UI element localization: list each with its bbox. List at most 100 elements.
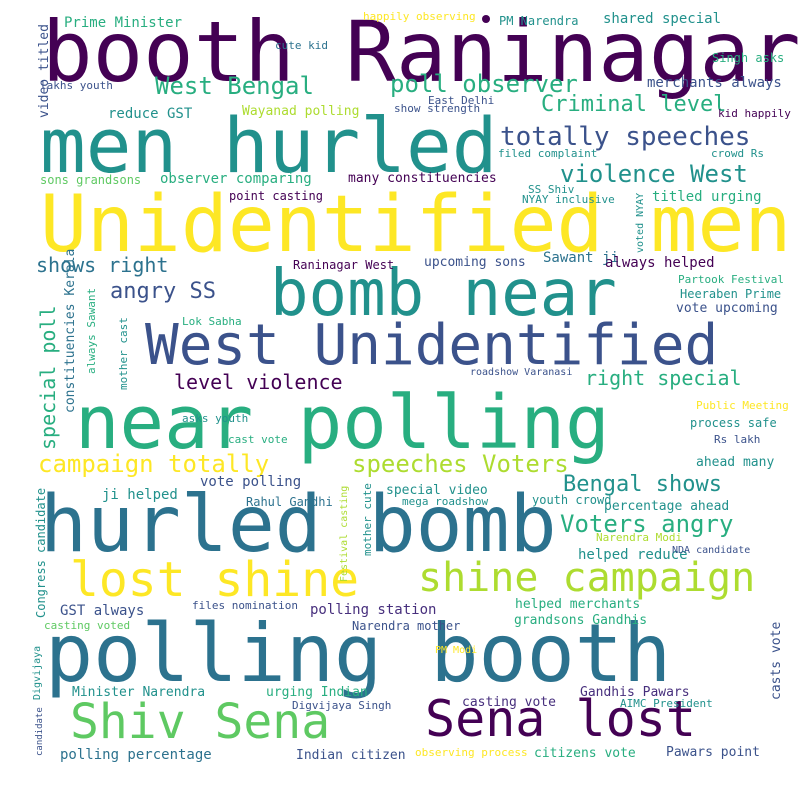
cloud-word: always Sawant [85,287,98,374]
cloud-word: Wayanad polling [242,104,360,119]
cloud-word: asks youth [182,412,249,425]
cloud-word: Congress candidate [34,487,48,618]
cloud-word: West Bengal [155,72,314,100]
cloud-word: men hurled [40,101,498,190]
cloud-word: reduce GST [108,106,193,122]
cloud-word: near polling [75,380,610,466]
cloud-word: vote upcoming [676,301,778,316]
cloud-word: shared special [603,11,722,27]
cloud-word: Pawars point [666,745,760,760]
cloud-word: Public Meeting [696,399,789,412]
cloud-word: Shiv Sena [70,694,331,750]
cloud-word: Sawant ji [543,250,619,266]
cloud-word: observing process [415,746,528,759]
cloud-word: NDA candidate [672,545,751,556]
cloud-word: poll observer [390,70,578,98]
cloud-word: cute kid [275,39,328,52]
cloud-word: AIMC President [620,697,713,710]
cloud-word: special poll [36,305,60,451]
cloud-word: point casting [229,189,323,203]
cloud-word: polling booth [45,607,672,700]
cloud-word: files nomination [192,599,298,612]
cloud-word: video titled [37,24,52,118]
cloud-word: Indian citizen [296,748,406,763]
cloud-word: Narendra mother [352,619,461,633]
cloud-word: PM Narendra [499,14,579,28]
cloud-word: ji helped [102,487,178,503]
cloud-word: kid happily [718,107,791,120]
cloud-word: West Unidentified [145,313,719,378]
cloud-word: filed complaint [498,147,598,160]
cloud-word: many constituencies [348,171,497,186]
cloud-word: Prime Minister [64,15,183,31]
cloud-word: level violence [174,370,343,394]
cloud-word: shine campaign [418,555,756,601]
cloud-word: casts vote [769,621,784,700]
cloud-word: youth crowd [532,493,612,507]
cloud-word: Unidentified men [40,180,792,270]
cloud-word: Festival casting [339,485,350,582]
cloud-word: titled urging [652,189,762,205]
cloud-word: Partook Festival [678,273,784,286]
cloud-word: sons grandsons [40,173,142,187]
cloud-word: GST always [60,603,145,619]
cloud-word: Singh asks [712,51,785,65]
cloud-word: crowd Rs [711,147,764,160]
cloud-word: casting voted [44,619,131,632]
cloud-word: lakhs youth [40,79,113,92]
cloud-word: totally speeches [500,122,751,152]
cloud-word: citizens vote [534,746,636,761]
cloud-word: casting vote [462,695,556,710]
cloud-word: candidate [35,707,45,756]
cloud-word: vote polling [200,474,302,490]
cloud-word: special video [386,483,488,498]
cloud-word: campaign totally [38,450,270,478]
cloud-word: Raninagar West [293,258,395,272]
cloud-word: Narendra Modi [596,531,683,544]
cloud-word: process safe [690,416,777,430]
cloud-word: Voters angry [560,510,734,538]
cloud-word: SS Shiv [528,183,575,196]
cloud-word: speeches Voters [352,450,569,478]
cloud-word: Rahul Gandhi [246,495,333,509]
cloud-word: Lok Sabha [182,315,242,328]
cloud-word: voted NYAY [635,192,646,253]
cloud-word: lost shine [70,552,359,608]
cloud-word: observer comparing [160,171,312,187]
cloud-word: polling station [310,602,437,618]
cloud-word: East Delhi [428,94,495,107]
cloud-word: Gandhis Pawars [580,685,690,700]
cloud-word: angry SS [110,279,216,304]
cloud-word: violence West [560,160,748,188]
cloud-word: Minister Narendra [72,685,206,700]
cloud-word: happily observing [363,10,476,23]
cloud-word: PM Modi [435,645,478,656]
cloud-word: roadshow Varanasi [470,367,573,378]
cloud-word: bomb near [270,257,617,331]
cloud-word: polling percentage [60,747,212,763]
cloud-word: mega roadshow [402,495,489,508]
cloud-word: show strength [394,102,481,115]
cloud-word: ahead many [696,455,775,470]
cloud-word: mother cast [117,317,130,390]
cloud-word: cast vote [228,433,288,446]
cloud-word: NYAY inclusive [522,193,615,206]
cloud-word: Criminal level [541,92,727,117]
cloud-word: merchants always [647,75,782,91]
cloud-word: Bengal shows [563,472,722,497]
cloud-word: helped reduce [578,547,688,563]
cloud-word: grandsons Gandhis [514,613,648,628]
cloud-word: hurled bomb [40,480,557,570]
cloud-word: Digvijaya Singh [292,699,392,712]
cloud-word: percentage ahead [604,499,730,514]
cloud-word: Digvijaya [32,645,43,700]
cloud-word: booth Raninagar [42,3,800,101]
cloud-word: upcoming sons [424,255,526,270]
cloud-word: Rs lakh [714,433,761,446]
cloud-word: Sena lost [425,690,696,748]
cloud-word: constituencies Kerala [63,248,78,413]
cloud-word: shows right [36,253,169,277]
cloud-word: always helped [605,255,715,271]
cloud-word: urging Indian [266,685,368,700]
